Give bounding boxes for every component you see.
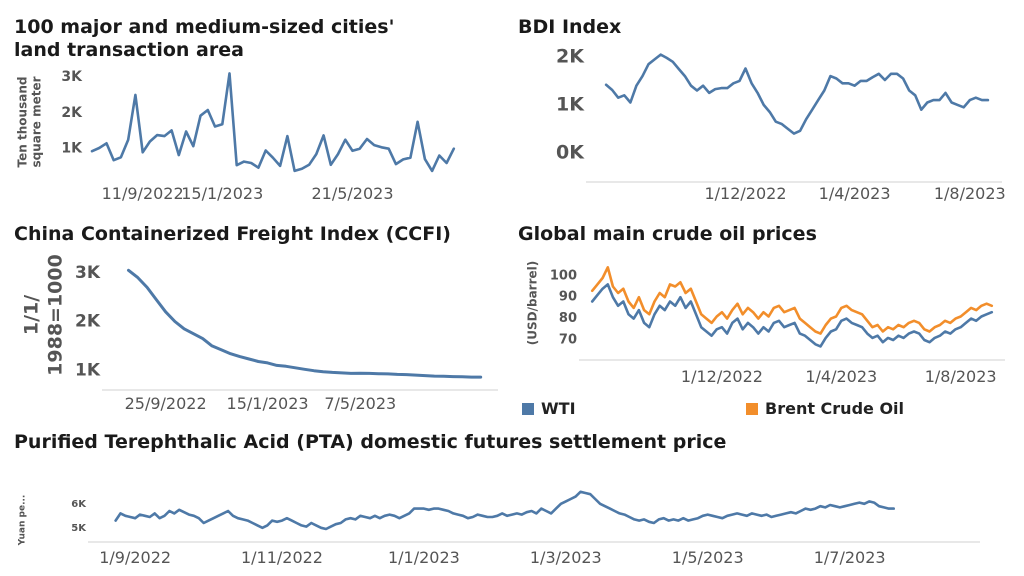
y-axis-label-line: square meter — [30, 76, 44, 167]
x-tick-label: 1/8/2023 — [925, 367, 997, 386]
y-tick-label: 0K — [556, 141, 585, 163]
series-line-ccfi — [127, 268, 483, 379]
y-tick-label: 2K — [61, 105, 83, 121]
y-tick-label: 70 — [559, 333, 577, 348]
y-tick-label: 90 — [559, 290, 577, 305]
series-line-wti — [590, 283, 994, 348]
chart-title: BDI Index — [518, 16, 622, 38]
x-tick-label: 15/1/2023 — [181, 184, 263, 203]
y-tick-label: 1K — [556, 93, 585, 115]
land-chart-panel: 100 major and medium-sized cities' land … — [0, 0, 512, 215]
x-tick-label: 1/9/2022 — [99, 548, 171, 567]
y-axis-label: (USD/barrel) — [526, 261, 540, 345]
x-tick-label: 1/12/2022 — [681, 367, 763, 386]
y-tick-label: 2K — [75, 312, 101, 332]
y-tick-label: 80 — [559, 311, 577, 326]
ccfi-chart-svg: 1K 2K 3K 25/9/2022 15/1/2023 7/5/2023 1/1/1988… — [21, 254, 498, 413]
y-tick-label: 3K — [75, 263, 101, 283]
ccfi-chart-panel: China Containerized Freight Index (CCFI)… — [0, 215, 512, 425]
y-tick-label: 5K — [71, 523, 87, 534]
x-tick-label: 21/5/2023 — [311, 184, 393, 203]
x-tick-label: 1/8/2023 — [934, 184, 1006, 203]
y-tick-label: 1K — [61, 141, 83, 157]
x-tick-label: 1/1/2023 — [388, 548, 460, 567]
x-tick-label: 1/7/2023 — [814, 548, 886, 567]
series-line-bdi — [604, 53, 990, 135]
x-tick-label: 1/4/2023 — [819, 184, 891, 203]
x-tick-label: 1/3/2023 — [530, 548, 602, 567]
series-line-pta — [114, 490, 896, 531]
x-tick-label: 1/12/2022 — [704, 184, 786, 203]
y-axis-label-line: 1/1/ — [21, 295, 43, 335]
oil-chart-panel: Global main crude oil prices 70 80 90 100 1/… — [512, 215, 1024, 425]
legend-item-brent: Brent Crude Oil — [746, 399, 904, 418]
legend-label: Brent Crude Oil — [765, 399, 905, 418]
x-tick-label: 7/5/2023 — [324, 394, 396, 413]
series-line-brent-crude-oil — [590, 265, 994, 335]
x-tick-label: 1/4/2023 — [805, 367, 877, 386]
y-axis-label-line: Yuan pe... — [18, 495, 28, 547]
x-tick-label: 1/11/2022 — [241, 548, 323, 567]
legend-label: WTI — [541, 399, 576, 418]
bdi-chart-panel: BDI Index 0K 1K 2K 1/12/2022 1/4/2023 1/8/202… — [512, 0, 1024, 215]
legend-swatch-wti — [522, 402, 534, 415]
y-axis-label: Yuan pe... — [18, 495, 28, 547]
y-tick-label: 3K — [61, 69, 83, 85]
y-axis-label: 1/1/1988=1000 — [21, 254, 67, 376]
chart-title: 100 major and medium-sized cities' land … — [14, 16, 395, 61]
x-tick-label: 11/9/2022 — [102, 184, 184, 203]
x-tick-label: 1/5/2023 — [672, 548, 744, 567]
chart-title: Purified Terephthalic Acid (PTA) domesti… — [14, 431, 727, 453]
series-line-land — [90, 72, 456, 173]
pta-chart-svg: 5K 6K 1/9/2022 1/11/2022 1/1/2023 1/3/2023 1/5… — [18, 490, 980, 567]
oil-chart-svg: 70 80 90 100 1/12/2022 1/4/2023 1/8/2023 (USD/b… — [526, 261, 1005, 386]
pta-chart-panel: Purified Terephthalic Acid (PTA) domesti… — [0, 425, 1024, 576]
chart-title: Global main crude oil prices — [518, 223, 817, 245]
y-axis-label-line: 1988=1000 — [45, 254, 67, 376]
y-axis-label-line: Ten thousand — [16, 77, 30, 168]
y-axis-label: Ten thousand square meter — [16, 76, 44, 167]
y-tick-label: 6K — [71, 499, 87, 510]
x-tick-label: 15/1/2023 — [227, 394, 309, 413]
x-tick-label: 25/9/2022 — [125, 394, 207, 413]
bdi-chart-svg: 0K 1K 2K 1/12/2022 1/4/2023 1/8/2023 — [556, 45, 1006, 203]
y-tick-label: 2K — [556, 45, 585, 67]
y-tick-label: 1K — [75, 360, 101, 380]
legend-item-wti: WTI — [522, 399, 576, 418]
chart-title: China Containerized Freight Index (CCFI) — [14, 223, 451, 245]
y-axis-label-line: (USD/barrel) — [526, 261, 540, 345]
legend-swatch-brent — [746, 402, 758, 415]
y-tick-label: 100 — [550, 268, 577, 283]
